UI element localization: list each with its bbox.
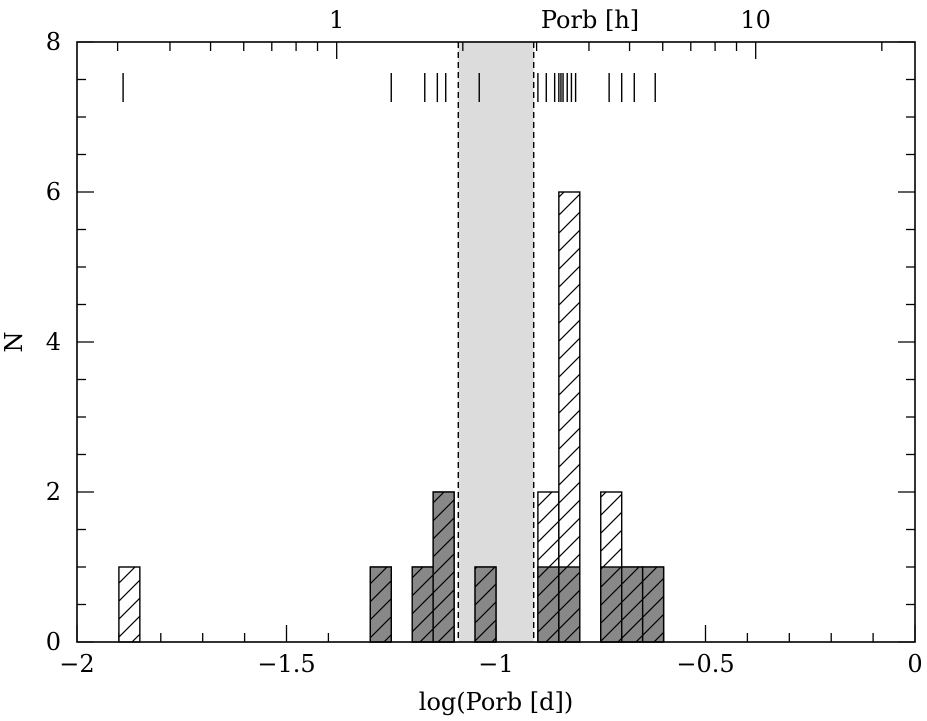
y-tick-label: 0 — [46, 628, 61, 656]
x-tick-label: −1 — [478, 650, 513, 678]
filled-bar — [474, 566, 497, 643]
filled-bar — [621, 566, 644, 643]
y-tick-label: 2 — [46, 478, 61, 506]
y-tick-label: 6 — [46, 178, 61, 206]
filled-bar — [641, 566, 665, 643]
filled-bar — [432, 491, 455, 643]
x-tick-label: 0 — [907, 650, 922, 678]
filled-bar — [558, 566, 581, 643]
x-tick-label: −2 — [59, 650, 94, 678]
tick-labels: −2 −1.5 −1 −0.5 0 0 2 4 6 8 1 10 — [46, 6, 923, 678]
y-tick-label: 4 — [46, 328, 61, 356]
y-tick-label: 8 — [46, 28, 61, 56]
filled-bar — [537, 566, 560, 643]
top-tick-label: 10 — [740, 6, 771, 34]
top-axis-label: Porb [h] — [541, 6, 639, 34]
y-axis-label: N — [0, 332, 28, 353]
x-axis-label: log(Porb [d]) — [419, 688, 573, 716]
x-tick-label: −1.5 — [257, 650, 315, 678]
filled-bar — [369, 566, 392, 643]
filled-bar — [411, 566, 434, 643]
axis-ticks — [76, 41, 916, 643]
period-gap-band — [457, 42, 535, 642]
rug-marks — [122, 73, 656, 102]
top-tick-label: 1 — [329, 6, 344, 34]
x-tick-label: −0.5 — [676, 650, 734, 678]
filled-bar — [600, 566, 623, 643]
open-bar — [118, 566, 141, 643]
period-gap-shading — [458, 42, 534, 642]
plot-frame — [76, 41, 916, 643]
histogram-bars — [118, 191, 665, 643]
